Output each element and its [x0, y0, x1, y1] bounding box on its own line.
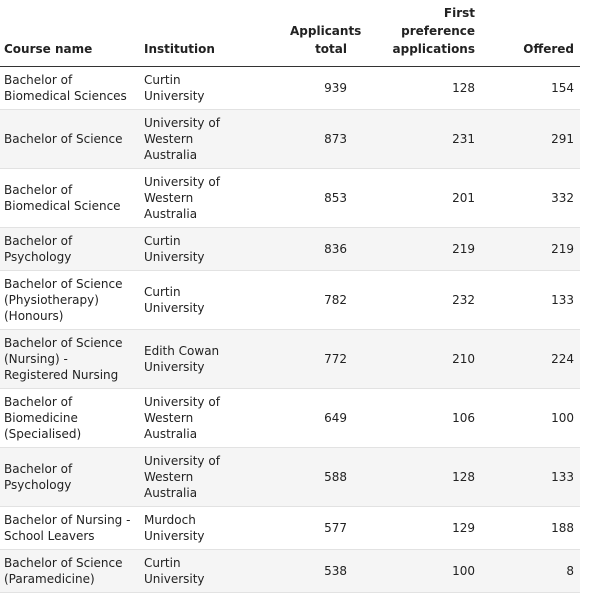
text-cell: Edith Cowan University	[140, 329, 250, 389]
number-cell: 133	[481, 270, 580, 330]
table-row: Bachelor of Biomedical Science University…	[0, 168, 580, 228]
number-cell: 219	[353, 227, 481, 271]
text-cell: Bachelor of Psychology	[0, 227, 140, 271]
number-cell: 853	[250, 168, 353, 228]
table-row: Bachelor of Science (Paramedicine) Curtin…	[0, 549, 580, 593]
number-cell: 939	[250, 66, 353, 110]
number-cell: 224	[481, 329, 580, 389]
number-cell: 836	[250, 227, 353, 271]
text-cell: University of Western Australia	[140, 168, 250, 228]
table-header: Course name Institution Applicants total…	[0, 0, 580, 67]
text-cell: University of Western Australia	[140, 109, 250, 169]
number-cell: 231	[353, 109, 481, 169]
number-cell: 588	[250, 447, 353, 507]
number-cell: 538	[250, 549, 353, 593]
header-cell: Course name	[0, 0, 140, 67]
number-cell: 106	[353, 388, 481, 448]
text-cell: University of Western Australia	[140, 388, 250, 448]
number-cell: 232	[353, 270, 481, 330]
number-cell: 100	[353, 549, 481, 593]
text-cell: University of Western Australia	[140, 447, 250, 507]
table-row: Bachelor of Biomedicine (Specialised) Uni…	[0, 388, 580, 448]
number-cell: 201	[353, 168, 481, 228]
number-cell: 782	[250, 270, 353, 330]
table-body: Bachelor of Biomedical Sciences Curtin Un…	[0, 66, 580, 593]
text-cell: Curtin University	[140, 66, 250, 110]
text-cell: Bachelor of Nursing - School Leavers	[0, 506, 140, 550]
table-row: Bachelor of Science (Nursing) - Register…	[0, 329, 580, 389]
number-cell: 772	[250, 329, 353, 389]
text-cell: Bachelor of Biomedical Sciences	[0, 66, 140, 110]
number-cell: 577	[250, 506, 353, 550]
text-cell: Curtin University	[140, 270, 250, 330]
table-row: Bachelor of Science (Physiotherapy) (Hon…	[0, 270, 580, 330]
number-cell: 133	[481, 447, 580, 507]
text-cell: Bachelor of Science (Physiotherapy) (Hon…	[0, 270, 140, 330]
number-cell: 128	[353, 447, 481, 507]
table-row: Bachelor of Biomedical Sciences Curtin Un…	[0, 66, 580, 110]
number-cell: 649	[250, 388, 353, 448]
header-cell: Offered	[481, 0, 580, 67]
header-cell: Institution	[140, 0, 250, 67]
number-cell: 8	[481, 549, 580, 593]
text-cell: Bachelor of Science (Paramedicine)	[0, 549, 140, 593]
header-row: Course name Institution Applicants total…	[0, 0, 580, 67]
table-row: Bachelor of Nursing - School Leavers Murd…	[0, 506, 580, 550]
text-cell: Bachelor of Biomedical Science	[0, 168, 140, 228]
text-cell: Curtin University	[140, 549, 250, 593]
text-cell: Murdoch University	[140, 506, 250, 550]
number-cell: 100	[481, 388, 580, 448]
number-cell: 154	[481, 66, 580, 110]
header-cell: First preference applications	[353, 0, 481, 67]
number-cell: 873	[250, 109, 353, 169]
number-cell: 332	[481, 168, 580, 228]
text-cell: Bachelor of Psychology	[0, 447, 140, 507]
table-row: Bachelor of Psychology University of West…	[0, 447, 580, 507]
header-cell: Applicants total	[250, 0, 361, 67]
data-table: Course name Institution Applicants total…	[0, 0, 580, 593]
number-cell: 128	[353, 66, 481, 110]
number-cell: 129	[353, 506, 481, 550]
text-cell: Bachelor of Science	[0, 109, 140, 169]
table-row: Bachelor of Psychology Curtin University 8…	[0, 227, 580, 271]
number-cell: 291	[481, 109, 580, 169]
number-cell: 219	[481, 227, 580, 271]
number-cell: 210	[353, 329, 481, 389]
text-cell: Bachelor of Biomedicine (Specialised)	[0, 388, 140, 448]
table-row: Bachelor of Science University of Western…	[0, 109, 580, 169]
text-cell: Curtin University	[140, 227, 250, 271]
number-cell: 188	[481, 506, 580, 550]
text-cell: Bachelor of Science (Nursing) - Register…	[0, 329, 140, 389]
